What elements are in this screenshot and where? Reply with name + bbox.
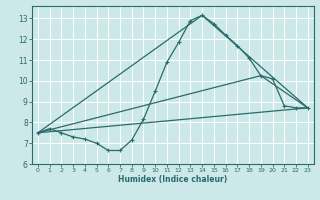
X-axis label: Humidex (Indice chaleur): Humidex (Indice chaleur) <box>118 175 228 184</box>
